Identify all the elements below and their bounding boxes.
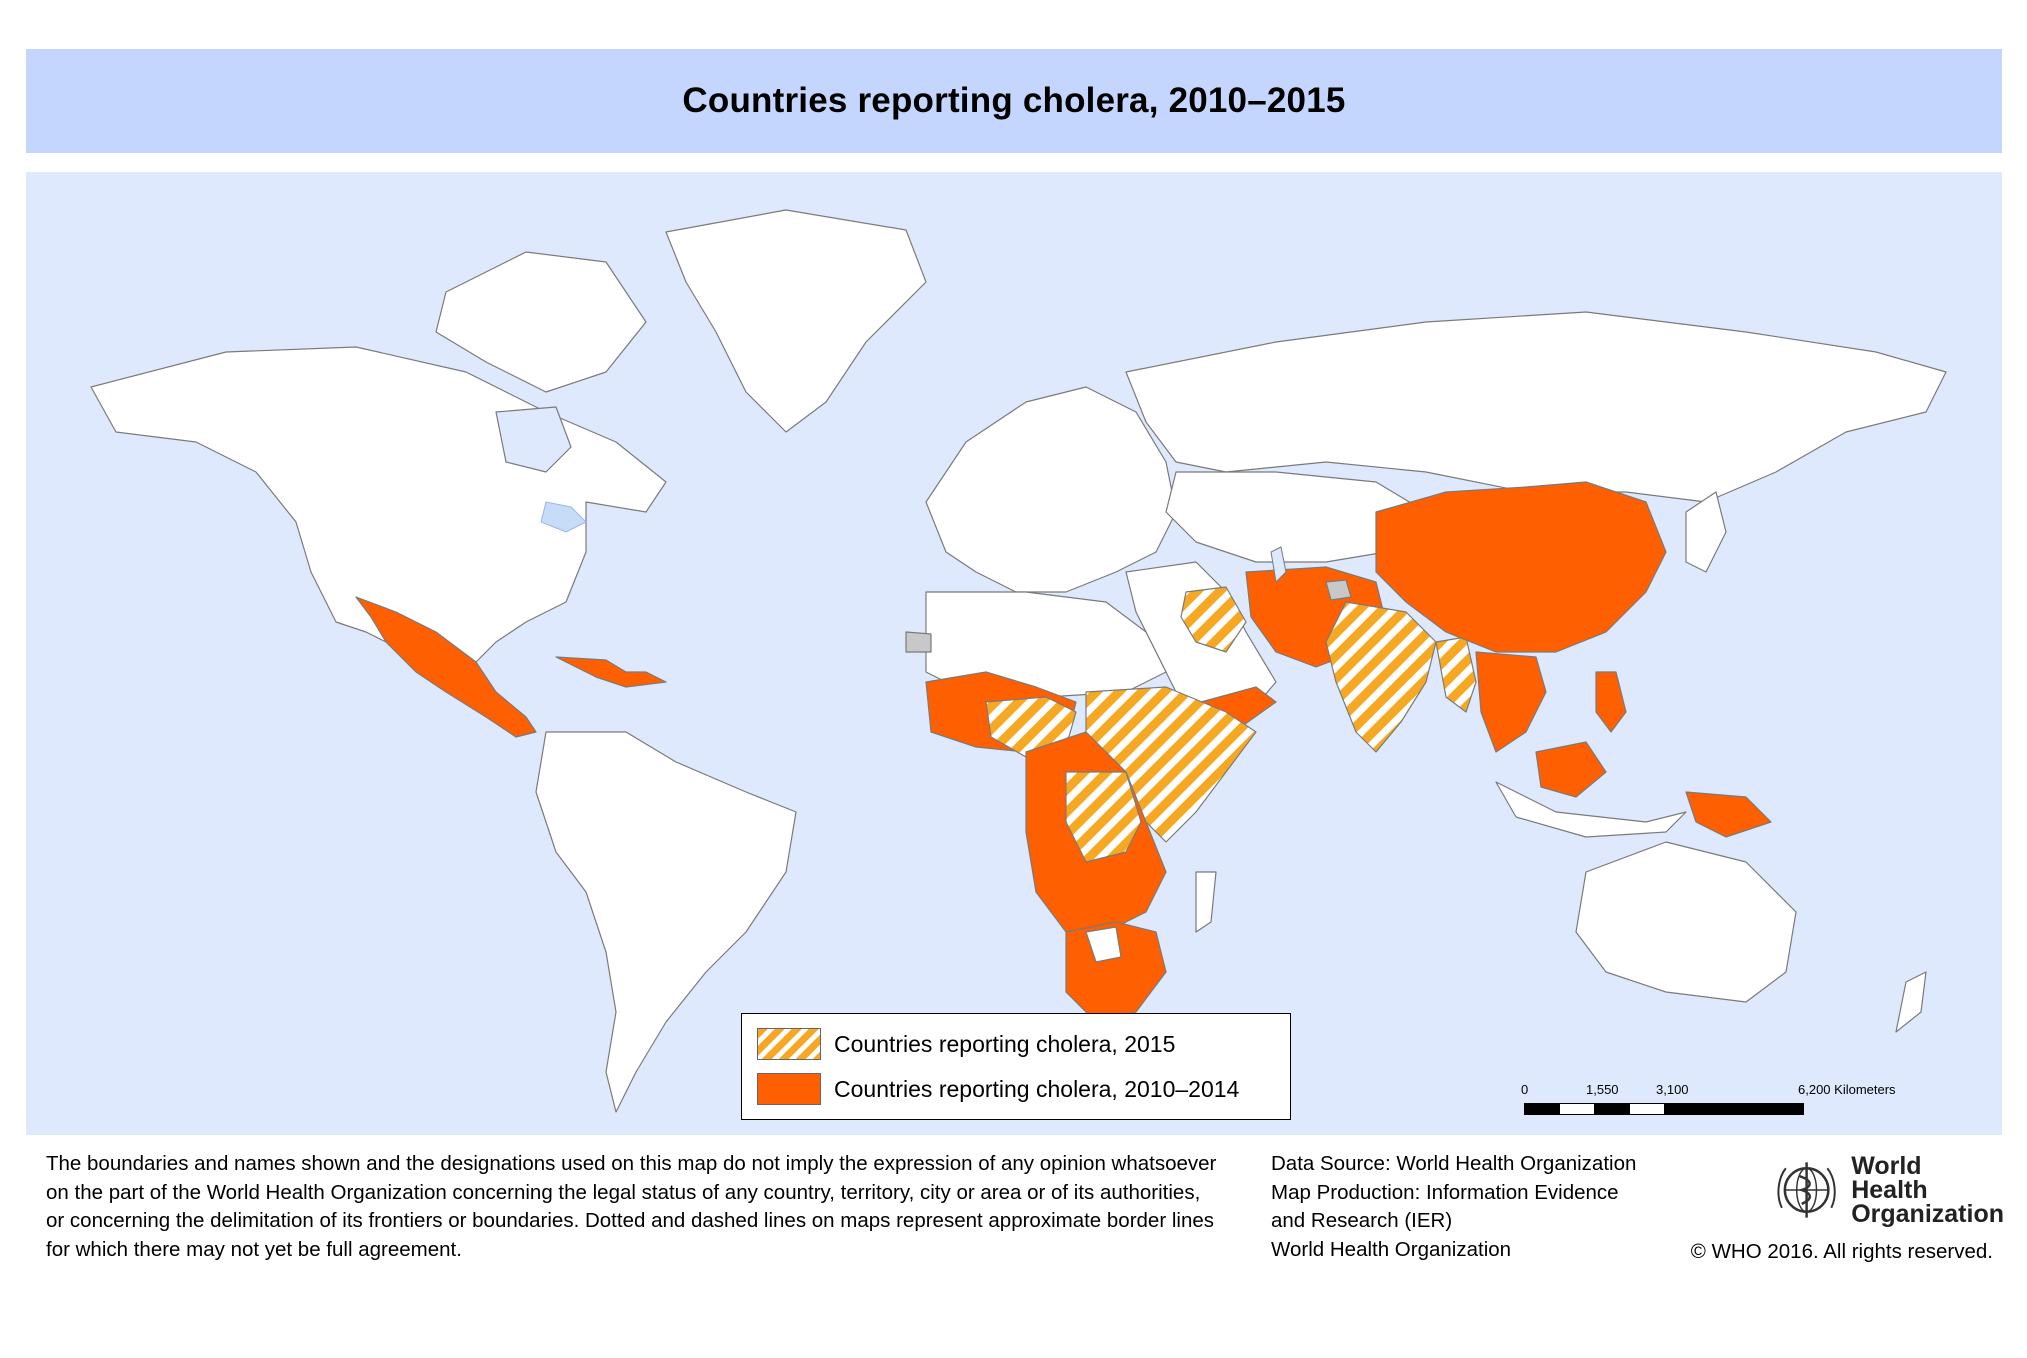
legend-item-2010-2014: Countries reporting cholera, 2010–2014: [757, 1073, 1239, 1105]
copyright: © WHO 2016. All rights reserved.: [1690, 1240, 1993, 1263]
disclaimer-line: for which there may not yet be full agre…: [46, 1237, 462, 1261]
disclaimer-line: The boundaries and names shown and the d…: [46, 1152, 1217, 1175]
who-emblem-icon: [1777, 1162, 1836, 1218]
scale-tick-label: 1,550: [1586, 1082, 1619, 1097]
philippines: [1595, 671, 1627, 733]
hudson-bay: [495, 406, 572, 473]
se-asia-mainland: [1475, 651, 1547, 753]
madagascar: [1195, 871, 1217, 933]
scale-tick-label: 6,200 Kilometers: [1798, 1082, 1896, 1097]
central-asia: [1165, 471, 1427, 563]
legend-swatch-hatched: [757, 1028, 821, 1060]
india: [1325, 601, 1437, 753]
legend-swatch-solid: [757, 1073, 821, 1105]
mexico-central-america: [355, 596, 537, 738]
disclaimer-text: The boundaries and names shown and the d…: [46, 1150, 1246, 1264]
australia: [1575, 841, 1797, 1003]
borneo: [1535, 741, 1607, 798]
arctic-islands: [435, 251, 647, 393]
world-map: [90, 209, 1947, 1113]
new-zealand: [1895, 971, 1927, 1033]
south-america: [535, 731, 797, 1113]
scale-segment: [1594, 1103, 1630, 1115]
scale-segment: [1664, 1103, 1804, 1115]
map-legend: Countries reporting cholera, 2015 Countr…: [741, 1013, 1291, 1120]
caspian-sea: [1270, 546, 1287, 584]
scale-tick-label: 3,100: [1656, 1082, 1689, 1097]
greenland: [665, 209, 927, 433]
legend-item-2015: Countries reporting cholera, 2015: [757, 1028, 1175, 1060]
indonesia: [1495, 781, 1687, 838]
botswana: [1085, 926, 1122, 963]
europe: [925, 386, 1177, 593]
japan: [1685, 491, 1727, 573]
drc-2015: [1065, 771, 1142, 863]
source-line: Map Production: Information Evidence: [1271, 1180, 1619, 1204]
china: [1375, 481, 1667, 653]
data-source: Data Source: World Health Organization M…: [1271, 1150, 1671, 1264]
who-wordmark-line: Organization: [1851, 1200, 2004, 1228]
western-sahara: [905, 631, 932, 653]
who-logo: World Health Organization: [1772, 1152, 2004, 1228]
caribbean: [555, 656, 667, 688]
source-line: and Research (IER): [1271, 1209, 1453, 1233]
myanmar: [1435, 636, 1477, 713]
source-line: Data Source: World Health Organization: [1271, 1152, 1637, 1175]
scale-segment: [1629, 1103, 1665, 1115]
legend-label: Countries reporting cholera, 2010–2014: [834, 1075, 1240, 1102]
title-bar: Countries reporting cholera, 2010–2015: [26, 49, 2002, 153]
map-area: [26, 172, 2002, 1135]
no-data-region: [1325, 579, 1352, 601]
scale-tick-label: 0: [1521, 1082, 1529, 1097]
papua-new-guinea: [1685, 791, 1772, 838]
disclaimer-line: or concerning the delimitation of its fr…: [46, 1209, 1215, 1233]
scale-segment: [1559, 1103, 1595, 1115]
map-title: Countries reporting cholera, 2010–2015: [682, 81, 1346, 120]
scale-segment: [1524, 1103, 1560, 1115]
great-lakes: [540, 501, 587, 533]
iraq: [1180, 586, 1247, 653]
who-wordmark-line: World Health: [1851, 1152, 1928, 1204]
scale-bar: 0 1,550 3,100 6,200 Kilometers: [1521, 1082, 1961, 1122]
who-wordmark: World Health Organization: [1851, 1152, 2004, 1228]
source-line: World Health Organization: [1271, 1237, 1512, 1261]
disclaimer-line: on the part of the World Health Organiza…: [46, 1180, 1201, 1204]
legend-label: Countries reporting cholera, 2015: [834, 1030, 1176, 1057]
